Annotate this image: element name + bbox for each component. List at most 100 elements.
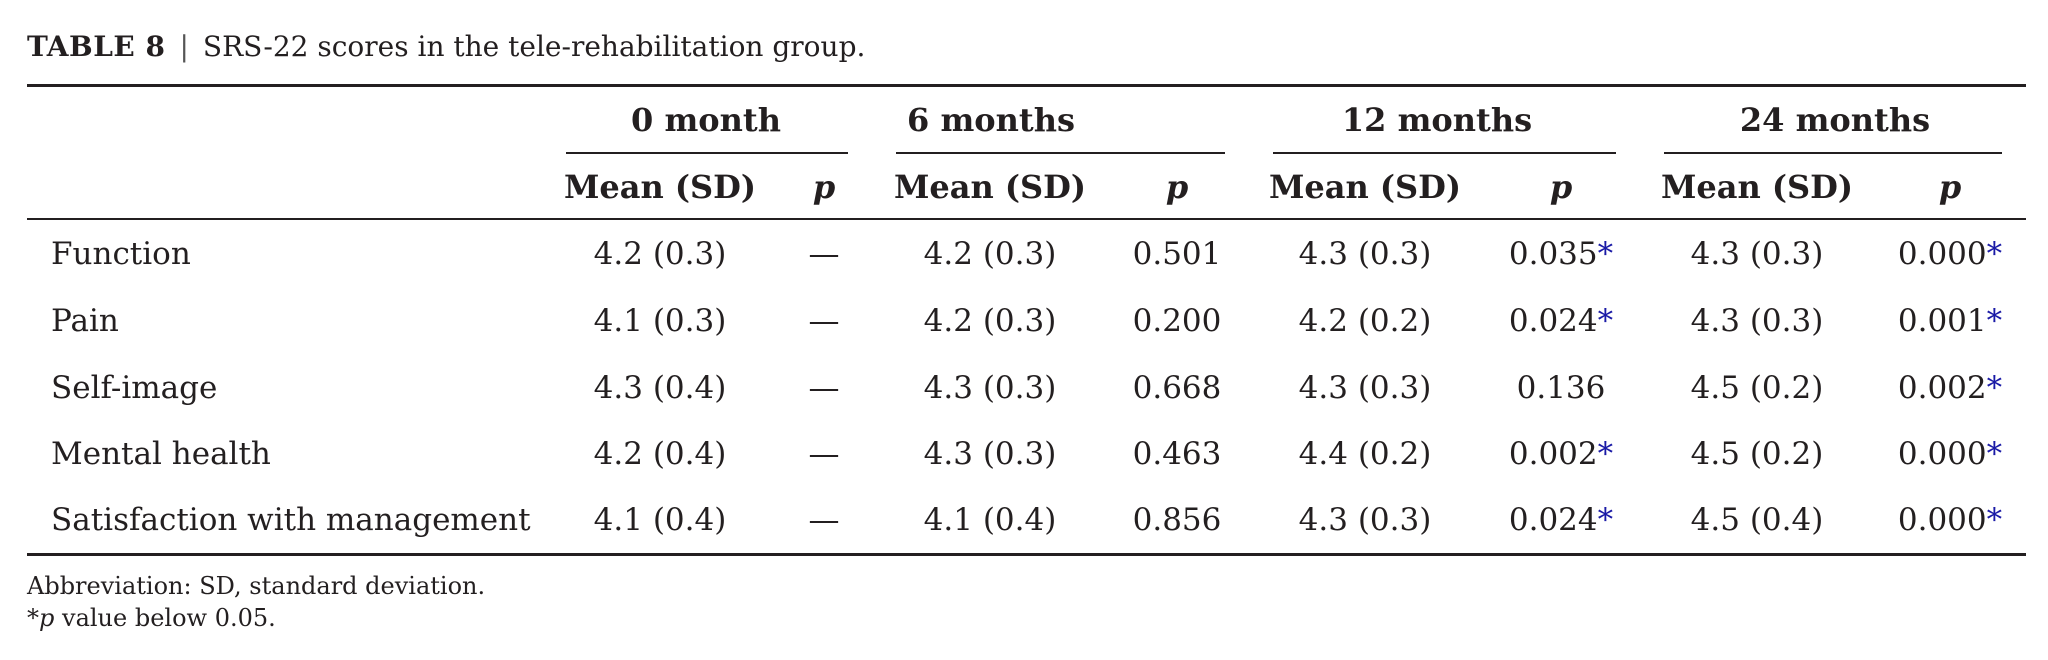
group-header: 6 months — [907, 101, 1075, 139]
mean-sd-cell: 4.5 (0.4) — [1690, 502, 1824, 538]
p-value: — — [808, 303, 840, 339]
significance-star: * — [1986, 303, 2003, 339]
row-label: Self-image — [51, 370, 218, 406]
p-value: 0.001 — [1897, 303, 1987, 339]
mean-sd-cell: 4.3 (0.3) — [1298, 502, 1432, 538]
significance-star: * — [1986, 502, 2003, 538]
significance-star: * — [1597, 303, 1614, 339]
header-bottom-rule — [27, 218, 2026, 220]
p-value: — — [808, 236, 840, 272]
p-value-cell: 0.000* — [1870, 421, 2030, 487]
mean-sd-cell: 4.2 (0.3) — [923, 303, 1057, 339]
p-value-cell: 0.024* — [1481, 487, 1641, 553]
mean-sd-header: Mean (SD) — [1268, 168, 1462, 206]
p-value: 0.136 — [1516, 370, 1606, 406]
p-value: 0.856 — [1132, 502, 1222, 538]
mean-sd-cell: 4.2 (0.4) — [593, 436, 727, 472]
p-value-cell: 0.463 — [1097, 421, 1257, 487]
group-underline — [566, 152, 848, 154]
table-row: Self-image 4.3 (0.4) — 4.3 (0.3) 0.668 4.3 (0… — [0, 355, 2048, 421]
p-value: 0.200 — [1132, 303, 1222, 339]
p-value-cell: 0.035* — [1481, 221, 1641, 287]
mean-sd-header: Mean (SD) — [563, 168, 757, 206]
table-row: Satisfaction with management 4.1 (0.4) — 4.… — [0, 487, 2048, 553]
mean-sd-cell: 4.1 (0.4) — [923, 502, 1057, 538]
mean-sd-cell: 4.3 (0.3) — [1690, 236, 1824, 272]
p-value-header: p — [1165, 168, 1189, 206]
mean-sd-header: Mean (SD) — [1660, 168, 1854, 206]
table-title: SRS-22 scores in the tele-rehabilitation… — [202, 30, 866, 63]
mean-sd-cell: 4.3 (0.3) — [1690, 303, 1824, 339]
significance-star: * — [1986, 370, 2003, 406]
table-caption: TABLE 8 | SRS-22 scores in the tele-rehabi… — [27, 29, 865, 65]
significance-star: * — [1597, 502, 1614, 538]
group-underline — [1664, 152, 2002, 154]
p-value: — — [808, 436, 840, 472]
p-value-header: p — [1549, 168, 1573, 206]
footnote-significance: *p value below 0.05. — [27, 602, 276, 634]
p-value: — — [808, 370, 840, 406]
significance-star: * — [1597, 236, 1614, 272]
p-value-cell: — — [744, 221, 904, 287]
table-number: TABLE 8 — [27, 30, 166, 63]
table-row: Mental health 4.2 (0.4) — 4.3 (0.3) 0.463 4.4… — [0, 421, 2048, 487]
table-row: Pain 4.1 (0.3) — 4.2 (0.3) 0.200 4.2 (0.2) 0.0… — [0, 288, 2048, 354]
mean-sd-cell: 4.1 (0.3) — [593, 303, 727, 339]
mean-sd-cell: 4.3 (0.3) — [1298, 236, 1432, 272]
row-label: Mental health — [51, 436, 271, 472]
p-value: 0.024 — [1508, 502, 1598, 538]
mean-sd-header: Mean (SD) — [893, 168, 1087, 206]
p-value-cell: 0.668 — [1097, 355, 1257, 421]
significance-star: * — [1597, 436, 1614, 472]
group-underline — [1273, 152, 1616, 154]
p-value-cell: — — [744, 487, 904, 553]
row-label: Function — [51, 236, 191, 272]
significance-star: * — [1986, 236, 2003, 272]
p-value-cell: 0.024* — [1481, 288, 1641, 354]
p-value: 0.024 — [1508, 303, 1598, 339]
footnote-star: * — [27, 604, 39, 632]
group-header: 12 months — [1341, 101, 1533, 139]
mean-sd-cell: 4.3 (0.3) — [923, 436, 1057, 472]
mean-sd-cell: 4.2 (0.3) — [593, 236, 727, 272]
p-value: 0.002 — [1897, 370, 1987, 406]
p-value-cell: 0.200 — [1097, 288, 1257, 354]
row-label: Pain — [51, 303, 119, 339]
p-value: 0.035 — [1508, 236, 1598, 272]
p-value: 0.463 — [1132, 436, 1222, 472]
p-value: 0.501 — [1132, 236, 1222, 272]
p-value: 0.668 — [1132, 370, 1222, 406]
p-value: 0.000 — [1897, 502, 1987, 538]
group-underline — [896, 152, 1225, 154]
p-value-cell: 0.002* — [1870, 355, 2030, 421]
mean-sd-cell: 4.5 (0.2) — [1690, 370, 1824, 406]
group-header: 24 months — [1739, 101, 1931, 139]
p-value: — — [808, 502, 840, 538]
p-value-cell: 0.000* — [1870, 487, 2030, 553]
p-value: 0.000 — [1897, 436, 1987, 472]
mean-sd-cell: 4.2 (0.3) — [923, 236, 1057, 272]
p-value-cell: 0.136 — [1481, 355, 1641, 421]
p-value-header: p — [1938, 168, 1962, 206]
footnote-abbreviation: Abbreviation: SD, standard deviation. — [27, 572, 486, 600]
mean-sd-cell: 4.3 (0.3) — [923, 370, 1057, 406]
mean-sd-cell: 4.2 (0.2) — [1298, 303, 1432, 339]
mean-sd-cell: 4.1 (0.4) — [593, 502, 727, 538]
p-value-cell: 0.001* — [1870, 288, 2030, 354]
p-value-cell: 0.501 — [1097, 221, 1257, 287]
significance-star: * — [1986, 436, 2003, 472]
mean-sd-cell: 4.3 (0.4) — [593, 370, 727, 406]
p-value-cell: 0.002* — [1481, 421, 1641, 487]
p-value-header: p — [812, 168, 836, 206]
p-value-cell: 0.856 — [1097, 487, 1257, 553]
row-label: Satisfaction with management — [51, 502, 531, 538]
table-top-rule — [27, 84, 2026, 87]
table-row: Function 4.2 (0.3) — 4.2 (0.3) 0.501 4.3 (0.3… — [0, 221, 2048, 287]
group-header: 0 month — [631, 101, 781, 139]
caption-separator: | — [179, 30, 189, 63]
p-value-cell: — — [744, 288, 904, 354]
p-value: 0.002 — [1508, 436, 1598, 472]
p-value: 0.000 — [1897, 236, 1987, 272]
mean-sd-cell: 4.4 (0.2) — [1298, 436, 1432, 472]
mean-sd-cell: 4.5 (0.2) — [1690, 436, 1824, 472]
